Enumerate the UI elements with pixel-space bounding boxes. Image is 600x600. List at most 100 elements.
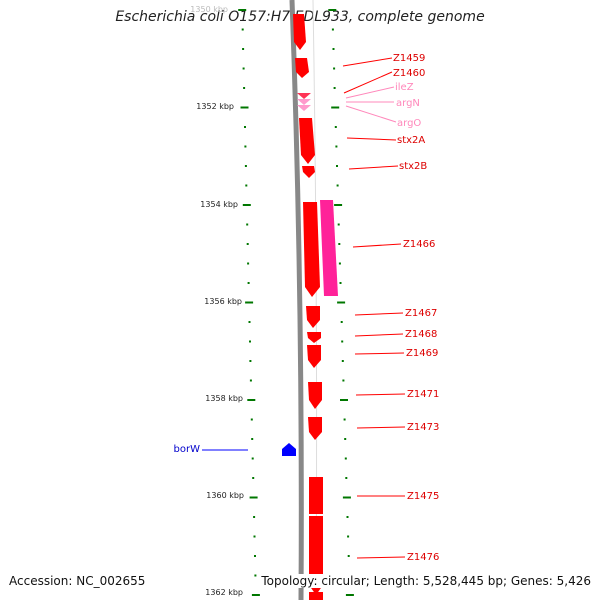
minor-tick [253, 516, 256, 518]
minor-tick [246, 243, 249, 245]
minor-tick [332, 48, 335, 50]
gene-arrow-stx2b[interactable] [302, 166, 315, 178]
minor-tick [244, 126, 246, 128]
minor-tick [344, 457, 347, 460]
gene-arrow-z1466[interactable] [303, 202, 320, 297]
accession-text: Accession: NC_002655 [9, 574, 146, 588]
gene-arrow-next[interactable] [309, 592, 323, 600]
gene-arrow-z1468[interactable] [307, 332, 321, 343]
feature-label-z1467[interactable]: Z1467 [405, 308, 437, 319]
tick-label: 1362 kbp [205, 588, 243, 597]
feature-label-z1475[interactable]: Z1475 [407, 491, 439, 502]
feature-label-ilez[interactable]: ileZ [395, 82, 414, 93]
minor-tick [339, 282, 342, 284]
tick-label: 1352 kbp [196, 102, 234, 111]
gene-arrow-z1473[interactable] [308, 417, 322, 440]
minor-tick [248, 321, 251, 323]
feature-label-z1469[interactable]: Z1469 [406, 348, 438, 359]
gene-arrow-stx2a[interactable] [299, 118, 315, 164]
minor-tick [250, 418, 253, 421]
gene-arrow-z1467[interactable] [306, 306, 320, 328]
major-tick [340, 399, 348, 401]
feature-label-z1466[interactable]: Z1466 [403, 239, 435, 250]
trna-arrow-ilez[interactable] [297, 93, 311, 99]
trna-arrow-argo[interactable] [297, 105, 311, 111]
minor-tick [246, 223, 249, 226]
trna-arrow-argn[interactable] [297, 99, 311, 105]
gene-arrow-z1459[interactable] [293, 14, 306, 50]
minor-tick [242, 67, 245, 70]
tick-label: 1356 kbp [204, 297, 242, 306]
major-tick [240, 106, 249, 109]
minor-tick [251, 438, 254, 440]
major-tick [238, 9, 247, 11]
leader-line-z1471 [355, 393, 406, 396]
minor-tick [347, 555, 350, 557]
feature-glyphs[interactable] [282, 14, 338, 600]
minor-tick [342, 379, 345, 382]
major-tick [245, 301, 254, 304]
major-tick [249, 496, 258, 499]
minor-tick [252, 477, 255, 479]
minor-tick [338, 262, 341, 265]
minor-tick [254, 574, 257, 577]
minor-tick [244, 165, 247, 167]
minor-tick [336, 184, 339, 187]
leader-line-z1466 [352, 243, 402, 248]
feature-label-z1473[interactable]: Z1473 [407, 422, 439, 433]
major-tick [251, 594, 260, 596]
major-tick [247, 399, 256, 401]
minor-tick [338, 243, 341, 245]
feature-label-borw[interactable]: borW [174, 444, 201, 455]
tick-label: 1358 kbp [205, 394, 243, 403]
genome-summary-text: Topology: circular; Length: 5,528,445 bp… [261, 574, 591, 588]
minor-tick [242, 48, 245, 50]
minor-tick [334, 126, 337, 128]
leader-line-z1460 [343, 71, 393, 94]
feature-label-z1476[interactable]: Z1476 [407, 552, 439, 563]
minor-tick [333, 87, 336, 89]
tick-labels: 1350 kbp 1352 kbp 1354 kbp 1356 kbp 1358… [190, 5, 244, 597]
tick-label: 1360 kbp [206, 491, 244, 500]
feature-label-z1471[interactable]: Z1471 [407, 389, 439, 400]
minor-tick [347, 535, 350, 538]
minor-tick [244, 145, 247, 148]
major-tick [334, 204, 343, 206]
leader-line-argo [345, 105, 397, 123]
tick-label: 1350 kbp [190, 5, 228, 14]
minor-tick [247, 282, 250, 284]
feature-label-z1468[interactable]: Z1468 [405, 329, 437, 340]
leader-line-z1473 [356, 426, 406, 429]
minor-tick [251, 457, 254, 460]
feature-label-stx2b[interactable]: stx2B [399, 161, 427, 172]
feature-label-argo[interactable]: argO [397, 118, 421, 129]
feature-label-z1459[interactable]: Z1459 [393, 53, 425, 64]
genome-backbone [289, 0, 304, 600]
feature-labels: Z1459 Z1460 ileZ argN argO stx2A stx2B Z… [174, 53, 440, 563]
tick-label: 1354 kbp [200, 200, 238, 209]
gene-arrow-z1471[interactable] [308, 382, 322, 409]
feature-label-stx2a[interactable]: stx2A [397, 135, 425, 146]
minor-tick [343, 418, 346, 421]
minor-tick [337, 223, 340, 226]
gene-arrow-z1469[interactable] [307, 345, 321, 368]
feature-label-z1460[interactable]: Z1460 [393, 68, 425, 79]
minor-tick [253, 535, 256, 538]
leader-line-z1467 [354, 312, 404, 316]
gene-arrow-z1475[interactable] [309, 477, 323, 514]
minor-tick [245, 184, 248, 187]
leader-line-z1476 [356, 556, 406, 559]
rna-box-z1466[interactable] [320, 200, 338, 296]
gene-arrow-z1460[interactable] [295, 58, 309, 78]
feature-label-argn[interactable]: argN [396, 98, 420, 109]
minor-tick [241, 28, 244, 31]
minor-tick [247, 262, 250, 265]
major-tick [242, 204, 251, 206]
major-tick [331, 106, 340, 109]
minor-tick [341, 340, 344, 343]
leader-line-stx2a [346, 137, 397, 141]
minor-tick [345, 477, 348, 479]
minor-tick [344, 438, 347, 440]
feature-arrow-borw[interactable] [282, 443, 296, 456]
